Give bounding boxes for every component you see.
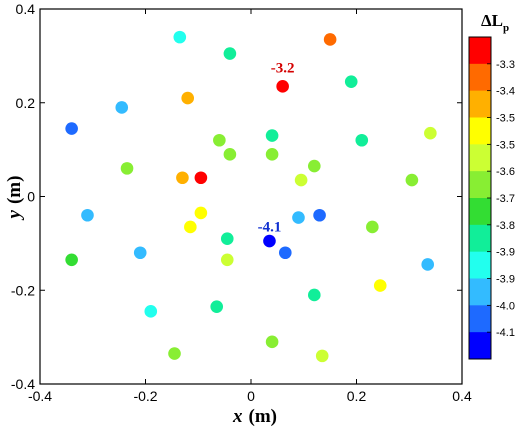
y-tick-label: 0 <box>27 189 35 205</box>
data-point <box>373 279 387 292</box>
data-point <box>220 232 234 245</box>
colorbar-swatch <box>469 117 491 145</box>
point-annotation: -3.2 <box>271 60 295 76</box>
data-point <box>265 335 279 349</box>
data-point <box>263 234 276 248</box>
x-axis-ticks: -0.4 -0.2 0 0.2 0.4 <box>28 9 472 404</box>
colorbar-swatch <box>469 251 491 279</box>
colorbar-title: ΔLp <box>481 11 509 34</box>
data-point <box>355 133 369 147</box>
data-point <box>176 171 189 185</box>
colorbar-swatch <box>469 144 491 172</box>
data-point <box>265 129 279 142</box>
data-point <box>213 133 226 147</box>
data-point <box>344 75 358 88</box>
data-point <box>173 30 187 44</box>
colorbar-frame <box>468 36 492 360</box>
colorbar-swatch <box>469 224 491 253</box>
colorbar-swatch <box>469 171 491 199</box>
x-tick-label: -0.2 <box>133 388 157 404</box>
y-tick-label: -0.4 <box>11 376 35 392</box>
data-point <box>120 162 134 175</box>
data-point <box>265 148 279 161</box>
y-axis-label: y(m) <box>4 176 25 221</box>
data-point <box>210 300 224 313</box>
data-points <box>65 30 437 363</box>
data-point <box>323 33 337 46</box>
colorbar-label: -3.4 <box>496 86 515 98</box>
x-tick-label: 0 <box>247 388 255 404</box>
colorbar-label: -3.8 <box>496 220 515 232</box>
data-point <box>223 47 237 60</box>
x-tick-label: -0.4 <box>28 388 52 404</box>
data-point <box>133 246 147 260</box>
data-point <box>65 122 78 135</box>
colorbar: ΔLp -3.3 -3.4 -3.5 -3.5 -3.6 -3.7 -3.8 -3.9 -3.9… <box>468 11 515 360</box>
y-tick-label: -0.2 <box>11 282 35 298</box>
data-point <box>65 253 78 267</box>
colorbar-label: -3.7 <box>496 193 515 205</box>
x-tick-label: 0.4 <box>452 388 472 404</box>
data-point <box>144 305 158 318</box>
plot-frame <box>39 8 463 385</box>
data-point <box>308 288 321 302</box>
data-point <box>294 173 308 187</box>
data-point <box>81 208 94 222</box>
annotations: -3.2 -4.1 <box>258 60 295 235</box>
data-point <box>194 171 208 185</box>
x-tick-label: 0.2 <box>347 388 367 404</box>
colorbar-label: -4.1 <box>496 327 515 339</box>
data-point <box>405 173 419 187</box>
data-point <box>366 220 379 234</box>
data-point <box>184 220 197 234</box>
data-point <box>181 91 194 105</box>
colorbar-swatch <box>469 198 491 226</box>
colorbar-swatch <box>469 305 491 333</box>
data-point <box>315 349 329 363</box>
colorbar-swatch <box>469 37 491 65</box>
colorbar-label: -3.9 <box>496 247 515 259</box>
data-point <box>424 126 437 140</box>
data-point <box>278 246 292 260</box>
colorbar-swatch <box>469 332 491 360</box>
point-annotation: -4.1 <box>258 220 282 236</box>
data-point <box>115 101 129 114</box>
y-tick-label: 0.4 <box>16 1 36 17</box>
colorbar-label: -3.5 <box>496 113 515 125</box>
colorbar-label: -3.5 <box>496 139 515 151</box>
colorbar-label: -3.3 <box>496 59 515 71</box>
data-point <box>220 253 234 267</box>
data-point <box>223 148 237 161</box>
colorbar-label: -3.6 <box>496 166 515 178</box>
colorbar-label: -3.9 <box>496 274 515 286</box>
colorbar-label: -4.0 <box>496 300 515 312</box>
data-point <box>313 208 326 222</box>
y-axis-ticks: -0.4 -0.2 0 0.2 0.4 <box>11 1 462 392</box>
data-point <box>421 258 435 271</box>
colorbar-swatch <box>469 278 491 306</box>
data-point <box>276 80 289 93</box>
data-point <box>292 211 305 224</box>
data-point <box>308 159 321 173</box>
colorbar-swatch <box>469 90 491 118</box>
colorbar-swatch <box>469 63 491 92</box>
x-axis-label: x (m) <box>232 406 277 427</box>
data-point <box>168 347 181 360</box>
data-point <box>194 206 208 220</box>
y-tick-label: 0.2 <box>16 95 36 111</box>
